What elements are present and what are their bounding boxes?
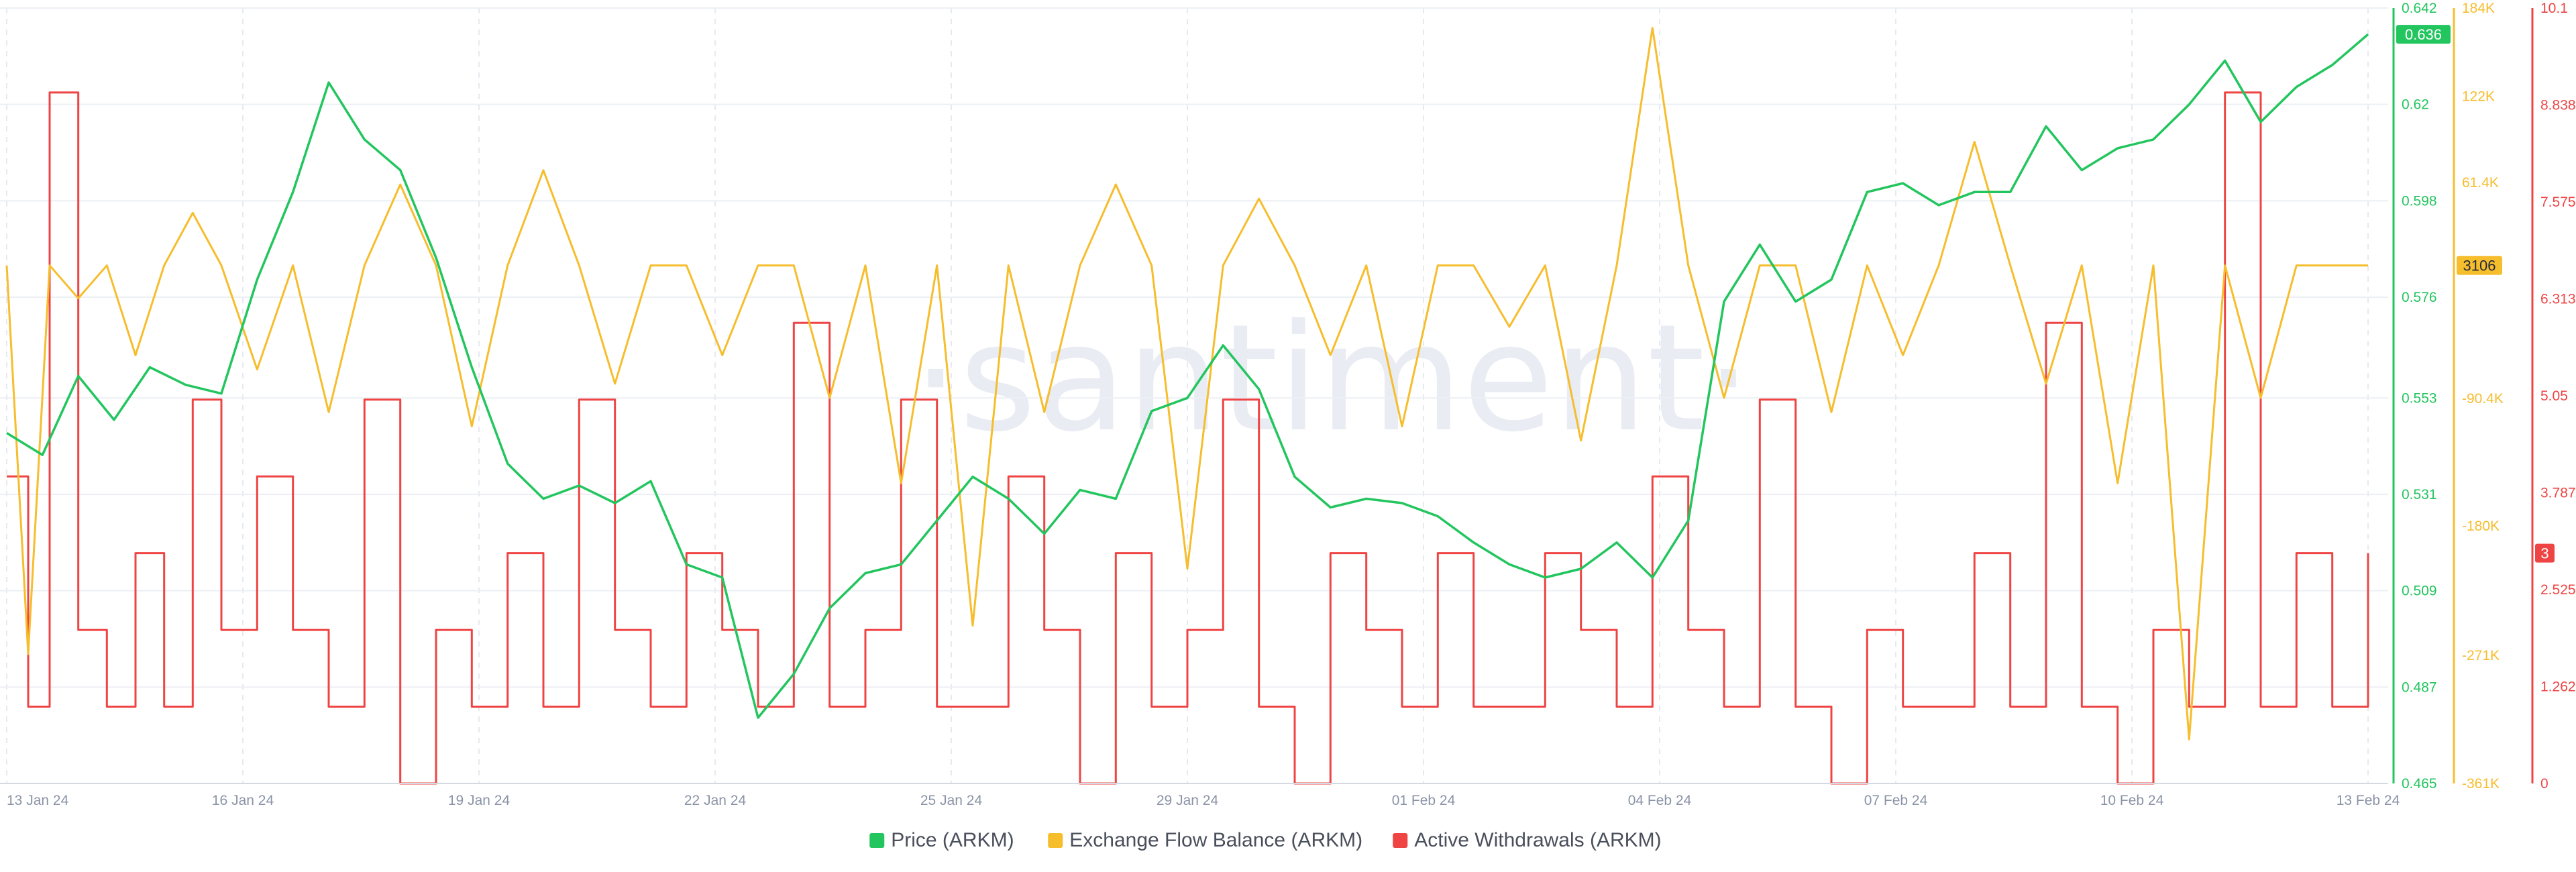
y-tick-label-withdrawals: 5.05 (2540, 388, 2568, 404)
x-tick-label: 04 Feb 24 (1628, 793, 1692, 808)
y-tick-label-withdrawals: 2.525 (2540, 582, 2576, 598)
x-tick-label: 19 Jan 24 (448, 793, 511, 808)
y-tick-label-price: 0.531 (2402, 487, 2437, 502)
legend-item[interactable]: Price (ARKM) (869, 829, 1014, 851)
y-tick-label-price: 0.487 (2402, 679, 2437, 695)
grid (0, 7, 2388, 784)
y-tick-label-flow: 61.4K (2462, 175, 2499, 190)
y-tick-label-withdrawals: 10.1 (2540, 1, 2568, 16)
series-price (6, 33, 2369, 719)
badge-bg (2535, 543, 2555, 563)
current-value-badge-price: 0.636 (2396, 25, 2451, 44)
series-line-withdrawals (7, 91, 2369, 785)
y-tick-label-withdrawals: 8.838 (2540, 97, 2576, 113)
legend-label: Active Withdrawals (ARKM) (1414, 829, 1661, 851)
y-tick-label-flow: -180K (2462, 519, 2500, 534)
badge-bg (2396, 25, 2451, 44)
y-tick-label-price: 0.553 (2402, 390, 2437, 406)
series-line-flow (5, 27, 2368, 741)
y-tick-label-withdrawals: 3.787 (2540, 486, 2576, 501)
legend-item[interactable]: Active Withdrawals (ARKM) (1393, 829, 1662, 851)
y-tick-label-price: 0.509 (2402, 584, 2437, 599)
x-tick-label: 25 Jan 24 (920, 793, 983, 808)
x-tick-label: 10 Feb 24 (2100, 793, 2164, 808)
y-tick-label-flow: -90.4K (2462, 391, 2504, 406)
y-tick-label-withdrawals: 6.313 (2540, 291, 2576, 307)
x-tick-label: 29 Jan 24 (1157, 793, 1219, 808)
legend: Price (ARKM) Exchange Flow Balance (ARKM)… (869, 829, 1662, 851)
y-tick-label-flow: 184K (2462, 1, 2495, 16)
y-tick-label-flow: 122K (2462, 89, 2495, 105)
x-tick-label: 13 Feb 24 (2337, 793, 2400, 808)
badge-bg (2457, 256, 2502, 275)
watermark: ·santiment· (912, 292, 1752, 464)
badge-text: 0.636 (2405, 26, 2442, 43)
legend-swatch (1393, 833, 1408, 848)
legend-swatch (869, 833, 885, 848)
legend-label: Price (ARKM) (891, 829, 1014, 851)
y-tick-label-withdrawals: 0 (2540, 776, 2548, 792)
x-tick-label: 07 Feb 24 (1864, 793, 1928, 808)
x-tick-label: 13 Jan 24 (7, 793, 69, 808)
series-flow (5, 27, 2369, 741)
current-value-badge-flow: 3106 (2457, 256, 2502, 275)
legend-item[interactable]: Exchange Flow Balance (ARKM) (1048, 829, 1362, 851)
series-line-price (6, 33, 2369, 719)
badge-text: 3106 (2463, 258, 2496, 274)
x-tick-label: 16 Jan 24 (212, 793, 274, 808)
legend-swatch (1048, 833, 1063, 848)
y-tick-label-price: 0.465 (2402, 776, 2437, 792)
axes: 13 Jan 24 16 Jan 24 19 Jan 24 22 Jan 24 25 J… (0, 1, 2576, 808)
badge-text: 3 (2540, 545, 2548, 562)
y-tick-label-price: 0.62 (2402, 97, 2429, 113)
y-tick-label-withdrawals: 1.262 (2540, 679, 2576, 695)
y-tick-label-flow: -271K (2462, 648, 2500, 663)
current-value-badge-withdrawals: 3 (2535, 543, 2555, 563)
y-tick-label-price: 0.576 (2402, 290, 2437, 305)
series-layer (5, 27, 2369, 785)
x-tick-label: 01 Feb 24 (1392, 793, 1456, 808)
y-tick-label-price: 0.642 (2402, 1, 2437, 16)
x-tick-label: 22 Jan 24 (684, 793, 747, 808)
y-tick-label-withdrawals: 7.575 (2540, 195, 2576, 210)
y-tick-label-price: 0.598 (2402, 193, 2437, 209)
legend-label: Exchange Flow Balance (ARKM) (1069, 829, 1362, 851)
y-tick-label-flow: -361K (2462, 776, 2500, 792)
